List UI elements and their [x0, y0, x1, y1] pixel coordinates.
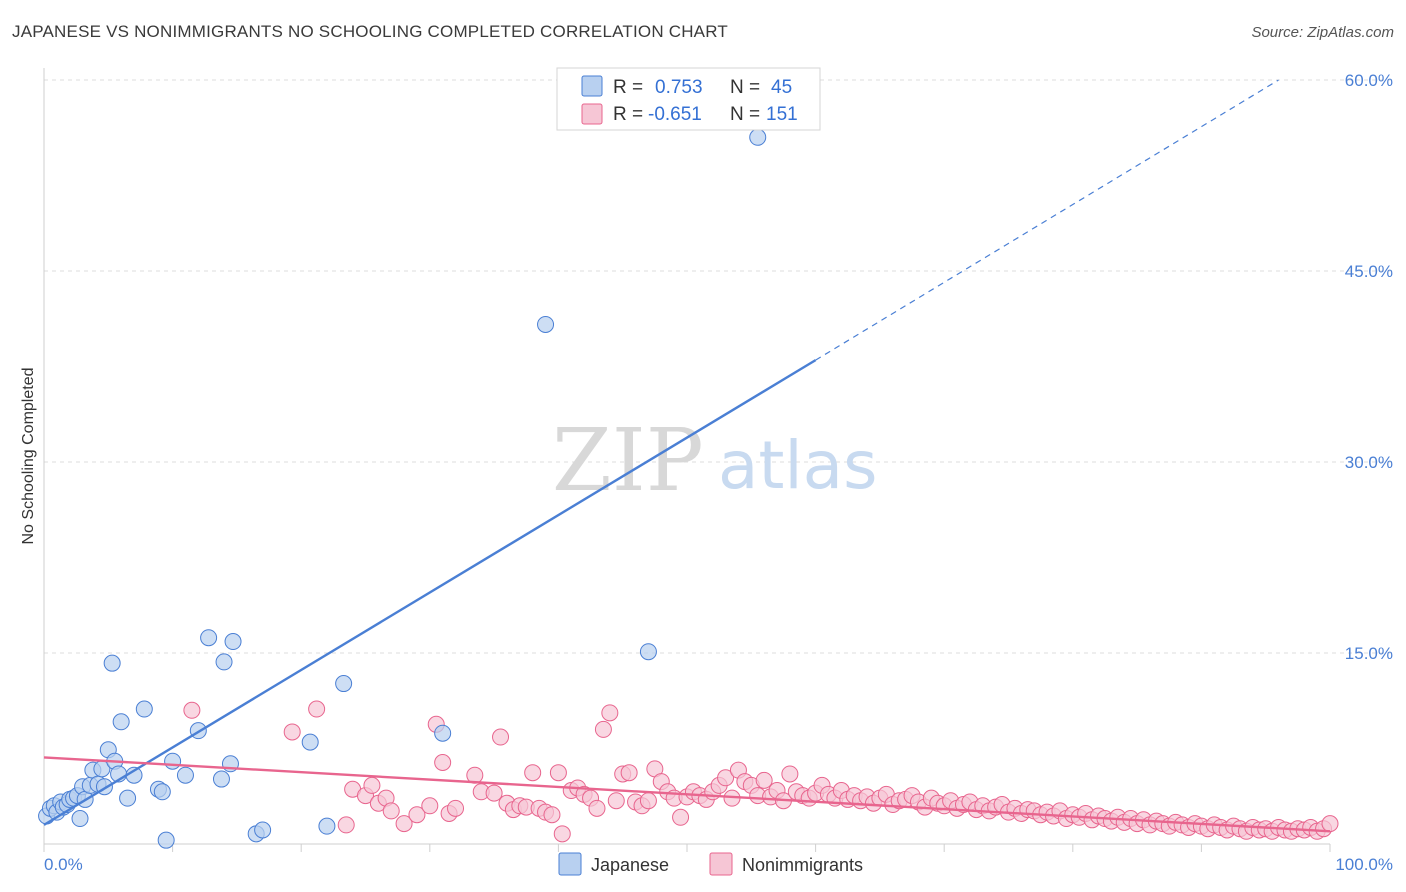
trendline-japanese-extension — [815, 79, 1279, 361]
bottom-legend-swatch-japanese — [558, 852, 582, 876]
point-japanese — [176, 766, 194, 784]
point-japanese — [200, 629, 218, 647]
series-nonimmigrants-points — [183, 700, 1339, 843]
point-nonimmigrants — [781, 765, 799, 783]
watermark-atlas: atlas — [718, 427, 878, 504]
trendline-japanese — [43, 359, 817, 826]
y-tick-label-45: 45.0% — [1345, 262, 1393, 281]
y-axis-label: No Schooling Completed — [20, 368, 37, 545]
point-nonimmigrants — [601, 704, 619, 722]
trend-lines — [43, 79, 1331, 833]
point-nonimmigrants — [672, 808, 690, 826]
point-nonimmigrants — [639, 792, 657, 810]
legend-r-label-nonimmigrants: R = — [613, 104, 643, 125]
legend-swatch-nonimmigrants — [581, 103, 603, 125]
x-tick-label-max: 100.0% — [1335, 855, 1393, 874]
legend-box: R = 0.753 N = 45 R = -0.651 N = 151 — [556, 67, 821, 131]
point-japanese — [318, 817, 336, 835]
legend-n-value-nonimmigrants: 151 — [766, 104, 798, 125]
point-japanese — [434, 724, 452, 742]
point-japanese — [335, 675, 353, 693]
legend-n-label-nonimmigrants: N = — [730, 104, 760, 125]
point-nonimmigrants — [594, 720, 612, 738]
watermark-zip: ZIP — [552, 411, 704, 511]
x-tick-label-min: 0.0% — [44, 855, 83, 874]
point-nonimmigrants — [1321, 815, 1339, 833]
point-japanese — [153, 783, 171, 801]
point-japanese — [215, 653, 233, 671]
bottom-legend: Japanese Nonimmigrants — [558, 852, 863, 876]
point-japanese — [164, 752, 182, 770]
point-nonimmigrants — [620, 764, 638, 782]
point-nonimmigrants — [549, 764, 567, 782]
x-tick-marks — [43, 844, 1331, 852]
point-nonimmigrants — [283, 723, 301, 741]
point-nonimmigrants — [408, 806, 426, 824]
legend-r-label-japanese: R = — [613, 77, 643, 98]
point-japanese — [301, 733, 319, 751]
point-nonimmigrants — [395, 815, 413, 833]
point-nonimmigrants — [553, 825, 571, 843]
point-nonimmigrants — [363, 776, 381, 794]
point-japanese — [212, 770, 230, 788]
legend-n-label-japanese: N = — [730, 77, 760, 98]
point-nonimmigrants — [755, 771, 773, 789]
bottom-legend-swatch-nonimmigrants — [709, 852, 733, 876]
point-nonimmigrants — [337, 816, 355, 834]
trendline-nonimmigrants — [43, 756, 1331, 833]
point-nonimmigrants — [434, 754, 452, 772]
legend-r-value-japanese: 0.753 — [655, 77, 703, 98]
point-nonimmigrants — [382, 802, 400, 820]
grid-layer — [44, 79, 1392, 654]
point-japanese — [537, 315, 555, 333]
point-nonimmigrants — [492, 728, 510, 746]
chart-title: JAPANESE VS NONIMMIGRANTS NO SCHOOLING C… — [12, 22, 728, 41]
point-japanese — [112, 713, 130, 731]
legend-swatch-japanese — [581, 75, 603, 97]
point-nonimmigrants — [421, 797, 439, 815]
point-japanese — [119, 789, 137, 807]
point-japanese — [157, 831, 175, 849]
point-japanese — [71, 810, 89, 828]
point-nonimmigrants — [524, 764, 542, 782]
y-tick-labels: 15.0% 30.0% 45.0% 60.0% — [1345, 71, 1393, 663]
point-nonimmigrants — [447, 799, 465, 817]
point-nonimmigrants — [183, 701, 201, 719]
point-japanese — [254, 821, 272, 839]
point-japanese — [224, 633, 242, 651]
point-nonimmigrants — [308, 700, 326, 718]
point-nonimmigrants — [717, 769, 735, 787]
watermark: ZIP atlas — [552, 411, 878, 511]
point-japanese — [639, 643, 657, 661]
point-japanese — [103, 654, 121, 672]
bottom-legend-label-japanese: Japanese — [591, 855, 669, 875]
point-nonimmigrants — [485, 784, 503, 802]
bottom-legend-label-nonimmigrants: Nonimmigrants — [742, 855, 863, 875]
point-japanese — [135, 700, 153, 718]
point-nonimmigrants — [588, 799, 606, 817]
legend-n-value-japanese: 45 — [771, 77, 792, 98]
point-japanese — [749, 128, 767, 146]
point-nonimmigrants — [543, 806, 561, 824]
legend-r-value-nonimmigrants: -0.651 — [648, 104, 702, 125]
y-tick-label-15: 15.0% — [1345, 644, 1393, 663]
y-tick-label-30: 30.0% — [1345, 453, 1393, 472]
point-nonimmigrants — [607, 792, 625, 810]
source-label: Source: ZipAtlas.com — [1251, 24, 1394, 41]
y-tick-label-60: 60.0% — [1345, 71, 1393, 90]
